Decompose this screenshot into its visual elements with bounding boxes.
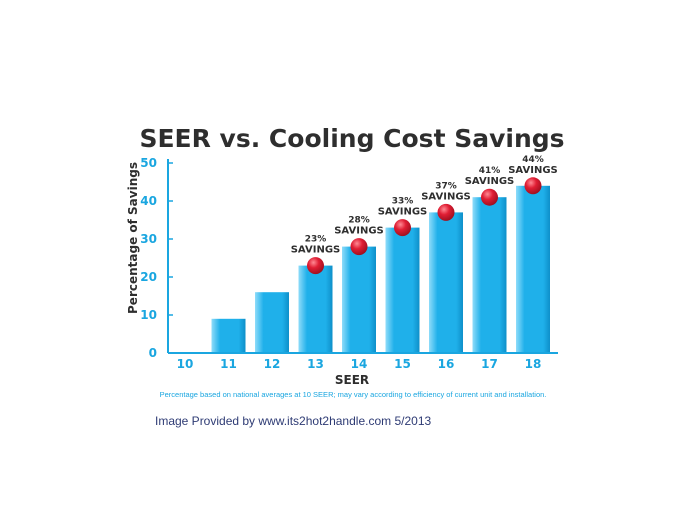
annotation-percent: 28% bbox=[348, 216, 370, 226]
y-tick-label: 10 bbox=[140, 308, 157, 322]
bar bbox=[255, 292, 289, 353]
annotation-savings: SAVINGS bbox=[421, 191, 471, 202]
x-tick-label: 18 bbox=[525, 357, 542, 371]
savings-annotations: 23%SAVINGS28%SAVINGS33%SAVINGS37%SAVINGS… bbox=[291, 155, 558, 256]
bar bbox=[429, 212, 463, 353]
chart-footnote: Percentage based on national averages at… bbox=[160, 390, 547, 399]
y-tick-label: 0 bbox=[149, 346, 157, 360]
bar bbox=[298, 265, 333, 353]
savings-marker bbox=[350, 238, 368, 256]
annotation-savings: SAVINGS bbox=[508, 165, 558, 176]
annotation-savings: SAVINGS bbox=[378, 207, 428, 218]
savings-marker bbox=[481, 188, 498, 206]
savings-marker bbox=[394, 219, 411, 237]
y-tick-label: 40 bbox=[140, 194, 157, 208]
bar bbox=[472, 197, 507, 353]
x-tick-label: 12 bbox=[264, 357, 281, 371]
y-tick-label: 30 bbox=[140, 232, 157, 246]
x-axis-title: SEER bbox=[335, 373, 369, 387]
x-axis: 10 11 12 13 14 15 16 17 18 bbox=[168, 352, 558, 371]
y-axis: 0 10 20 30 40 50 bbox=[140, 156, 173, 360]
annotation-percent: 23% bbox=[305, 235, 327, 245]
annotation-percent: 33% bbox=[392, 197, 414, 207]
bar bbox=[342, 246, 376, 353]
x-tick-label: 14 bbox=[351, 357, 368, 371]
savings-marker bbox=[437, 203, 455, 221]
savings-marker bbox=[307, 257, 324, 275]
savings-markers bbox=[307, 177, 542, 275]
bar bbox=[211, 318, 246, 353]
annotation-savings: SAVINGS bbox=[465, 176, 515, 187]
x-tick-label: 13 bbox=[307, 357, 324, 371]
annotation-savings: SAVINGS bbox=[291, 245, 341, 256]
bar-series bbox=[211, 185, 550, 353]
bar bbox=[385, 227, 420, 353]
annotation-percent: 44% bbox=[522, 155, 544, 165]
x-tick-label: 15 bbox=[394, 357, 411, 371]
y-axis-title: Percentage of Savings bbox=[126, 162, 140, 314]
annotation-percent: 37% bbox=[435, 181, 457, 191]
y-tick-label: 50 bbox=[140, 156, 157, 170]
x-tick-label: 11 bbox=[220, 357, 237, 371]
image-credit: Image Provided by www.its2hot2handle.com… bbox=[155, 414, 432, 428]
x-tick-label: 17 bbox=[481, 357, 498, 371]
x-tick-label: 16 bbox=[438, 357, 455, 371]
bar bbox=[516, 185, 550, 353]
chart-title: SEER vs. Cooling Cost Savings bbox=[139, 124, 564, 153]
annotation-savings: SAVINGS bbox=[334, 226, 384, 237]
x-tick-label: 10 bbox=[177, 357, 194, 371]
annotation-percent: 41% bbox=[479, 166, 501, 176]
y-tick-label: 20 bbox=[140, 270, 157, 284]
savings-marker bbox=[524, 177, 542, 195]
